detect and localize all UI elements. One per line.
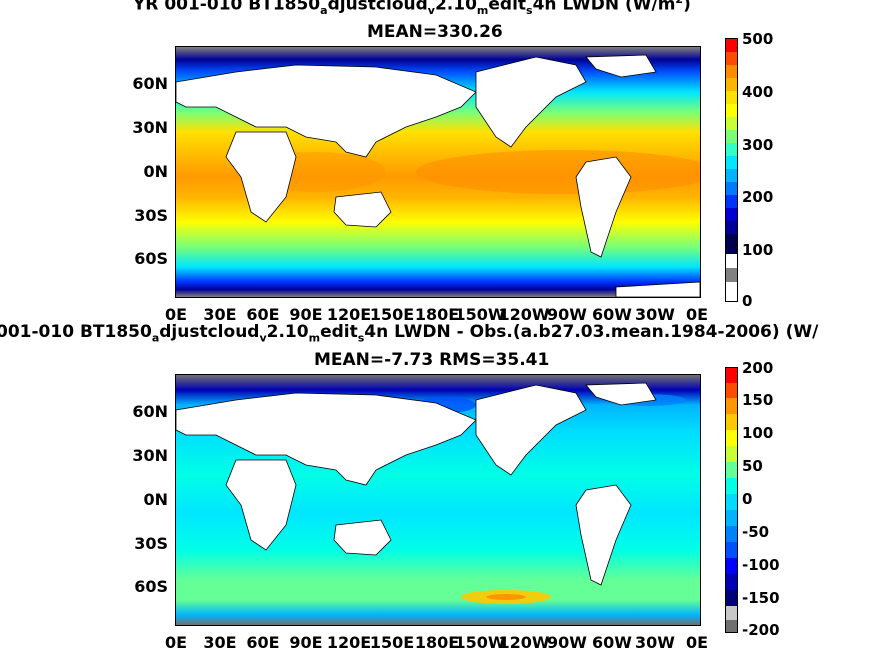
bottom-cbar-tick: 100 xyxy=(742,424,774,442)
bottom-map-panel xyxy=(175,374,701,626)
bottom-cbar-tick: 150 xyxy=(742,391,774,409)
bottom-colorbar xyxy=(725,367,738,633)
bottom-map-field xyxy=(176,375,700,625)
top-lat-tick: 30N xyxy=(132,118,168,137)
lon-tick: 0E xyxy=(164,305,188,324)
lon-tick: 0E xyxy=(164,633,188,652)
bottom-lat-tick: 60S xyxy=(134,577,168,596)
top-map-field xyxy=(176,47,700,297)
bottom-cbar-tick: 0 xyxy=(742,490,753,508)
top-lat-tick: 30S xyxy=(134,206,168,225)
lon-tick: 90W xyxy=(547,305,587,324)
top-cbar-tick: 200 xyxy=(742,188,774,206)
bottom-cbar-tick: 50 xyxy=(742,457,763,475)
lon-tick: 180E xyxy=(414,305,460,324)
top-map-mean: MEAN=330.26 xyxy=(367,22,503,42)
bottom-map-mean-rms: MEAN=-7.73 RMS=35.41 xyxy=(314,350,550,370)
bottom-lat-tick: 30N xyxy=(132,446,168,465)
top-lon-axis: 0E 30E 60E 90E 120E 150E 180E 150W 120W … xyxy=(0,305,875,325)
top-lat-tick: 60N xyxy=(132,74,168,93)
bottom-cbar-tick: -200 xyxy=(742,621,780,639)
top-colorbar xyxy=(725,38,738,302)
lon-tick: 60W xyxy=(592,305,632,324)
bottom-cbar-tick: -100 xyxy=(742,556,780,574)
bottom-lat-tick: 0N xyxy=(143,490,168,509)
top-lat-tick: 0N xyxy=(143,162,168,181)
lon-tick: 90W xyxy=(547,633,587,652)
lon-tick: 150W xyxy=(454,633,506,652)
lon-tick: 0E xyxy=(685,305,709,324)
top-lat-tick: 60S xyxy=(134,249,168,268)
lon-tick: 150W xyxy=(454,305,506,324)
lon-tick: 0E xyxy=(685,633,709,652)
lon-tick: 60W xyxy=(592,633,632,652)
top-cbar-tick: 500 xyxy=(742,30,774,48)
lon-tick: 30W xyxy=(635,305,675,324)
bottom-cbar-tick: -50 xyxy=(742,523,770,541)
lon-tick: 30W xyxy=(635,633,675,652)
bottom-lat-tick: 30S xyxy=(134,534,168,553)
bottom-lon-axis: 0E 30E 60E 90E 120E 150E 180E 150W 120W … xyxy=(0,633,875,653)
top-cbar-tick: 400 xyxy=(742,83,774,101)
lon-tick: 120E xyxy=(326,633,372,652)
lon-tick: 150E xyxy=(369,305,415,324)
lon-tick: 30E xyxy=(203,305,237,324)
lon-tick: 90E xyxy=(289,633,323,652)
lon-tick: 60E xyxy=(246,633,280,652)
lon-tick: 120W xyxy=(498,633,550,652)
top-map-title-line1: YR 001-010 BT1850adjustcloudv2.10medits4… xyxy=(133,0,691,18)
lon-tick: 90E xyxy=(289,305,323,324)
top-map-panel xyxy=(175,46,701,298)
lon-tick: 150E xyxy=(369,633,415,652)
lon-tick: 60E xyxy=(246,305,280,324)
bottom-lat-tick: 60N xyxy=(132,402,168,421)
bottom-cbar-tick: 200 xyxy=(742,359,774,377)
bottom-cbar-tick: -150 xyxy=(742,589,780,607)
lon-tick: 180E xyxy=(414,633,460,652)
top-cbar-tick: 300 xyxy=(742,136,774,154)
top-cbar-tick: 100 xyxy=(742,241,774,259)
lon-tick: 120E xyxy=(326,305,372,324)
lon-tick: 120W xyxy=(498,305,550,324)
lon-tick: 30E xyxy=(203,633,237,652)
bottom-map-title-line1: 001-010 BT1850adjustcloudv2.10medits4n L… xyxy=(0,322,819,345)
top-cbar-tick: 0 xyxy=(742,292,753,310)
